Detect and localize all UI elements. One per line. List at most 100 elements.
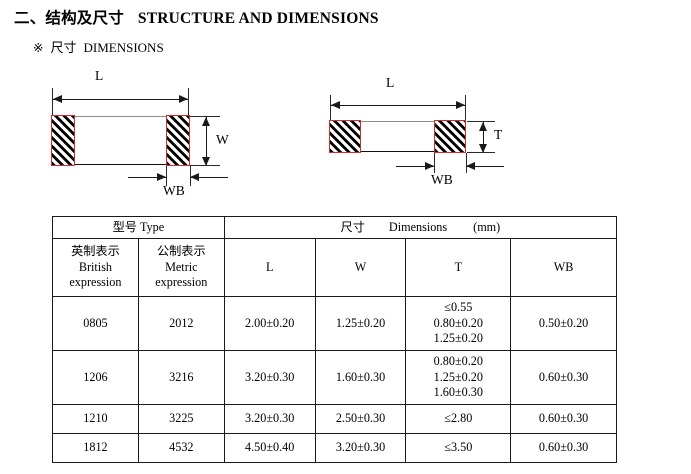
cell-width: 2.50±0.30	[314, 404, 407, 434]
cell-thickness: 0.80±0.20 1.25±0.20 1.60±0.30	[405, 350, 512, 405]
cell-british: 1206	[52, 350, 139, 405]
dim-label-WB-side: WB	[431, 172, 453, 187]
cell-metric: 3225	[137, 404, 225, 434]
header-column-T: T	[405, 238, 512, 297]
sub-heading-en: DIMENSIONS	[83, 40, 164, 55]
table-row: 1206 3216 3.20±0.30 1.60±0.30 0.80±0.20 …	[52, 350, 617, 405]
cell-metric: 3216	[137, 350, 225, 405]
cell-thickness-line: ≤0.55	[444, 300, 473, 315]
cell-thickness-line: 1.25±0.20	[433, 369, 483, 384]
header-metric-expression: 公制表示 Metric expression	[137, 238, 225, 297]
cell-band-width: 0.50±0.20	[510, 296, 617, 351]
header-british-en1: British	[78, 259, 113, 274]
terminal-pad-left-top-view	[51, 115, 75, 166]
ext-line-top-T	[467, 121, 495, 122]
ext-line-left-L-side	[330, 95, 331, 121]
table-row: 0805 2012 2.00±0.20 1.25±0.20 ≤0.55 0.80…	[52, 296, 617, 351]
table-row: 1812 4532 4.50±0.40 3.20±0.30 ≤3.50 0.60…	[52, 433, 617, 463]
header-british-cn: 英制表示	[71, 244, 120, 259]
cell-thickness-line: 0.80±0.20	[433, 315, 483, 330]
dim-line-T	[483, 122, 484, 152]
header-column-WB: WB	[510, 238, 617, 297]
dim-arrow-T-up	[479, 122, 487, 131]
header-british-expression: 英制表示 British expression	[52, 238, 139, 297]
cell-length: 3.20±0.30	[223, 350, 316, 405]
section-heading-cn: 二、结构及尺寸	[14, 10, 124, 27]
cell-british: 1210	[52, 404, 139, 434]
dim-arrow-L-left-top	[53, 95, 62, 103]
sub-heading: ※ 尺寸 DIMENSIONS	[33, 37, 164, 56]
dim-line-WB-left-side	[396, 166, 434, 167]
cell-length: 4.50±0.40	[223, 433, 316, 463]
terminal-pad-right-side-view	[434, 120, 466, 153]
cell-width: 1.25±0.20	[314, 296, 407, 351]
dim-line-L-side	[331, 105, 465, 106]
ext-line-left-WB-top	[166, 166, 167, 186]
cell-thickness-line: 1.25±0.20	[433, 331, 483, 346]
header-metric-en1: Metric	[165, 259, 198, 274]
header-dimensions-group: 尺寸 Dimensions (mm)	[223, 216, 618, 239]
terminal-pad-left-side-view	[329, 120, 361, 153]
dim-arrow-L-left-side	[331, 101, 340, 109]
header-dimensions-en: Dimensions	[388, 219, 448, 234]
cell-thickness-line: 0.80±0.20	[433, 354, 483, 369]
ext-line-top-W	[190, 116, 220, 117]
cell-width: 3.20±0.30	[314, 433, 407, 463]
header-dimensions-unit: (mm)	[473, 219, 501, 234]
sub-heading-cn: 尺寸	[50, 40, 77, 55]
header-column-W: W	[314, 238, 407, 297]
cell-thickness-line: 1.60±0.30	[433, 385, 483, 400]
ext-line-right-L-side	[465, 95, 466, 121]
cell-thickness: ≤2.80	[405, 404, 512, 434]
cell-length: 2.00±0.20	[223, 296, 316, 351]
dim-line-WB-right-top	[190, 177, 228, 178]
cell-width: 1.60±0.30	[314, 350, 407, 405]
cell-metric: 2012	[137, 296, 225, 351]
cell-thickness: ≤0.55 0.80±0.20 1.25±0.20	[405, 296, 512, 351]
dim-line-W	[206, 117, 207, 165]
dim-line-WB-right-side	[466, 166, 504, 167]
dim-line-L-top	[53, 99, 188, 100]
header-british-en2: expression	[69, 275, 122, 290]
cell-band-width: 0.60±0.30	[510, 404, 617, 434]
ext-line-right-L-top	[188, 88, 189, 116]
cell-band-width: 0.60±0.30	[510, 433, 617, 463]
cell-metric: 4532	[137, 433, 225, 463]
dim-arrow-W-up	[202, 117, 210, 126]
header-metric-en2: expression	[155, 275, 208, 290]
table-header-sub-row: 英制表示 British expression 公制表示 Metric expr…	[52, 238, 617, 297]
dim-arrow-WB-inright-top	[190, 173, 199, 181]
reference-mark-icon: ※	[33, 41, 44, 55]
header-type-group: 型号 Type	[52, 216, 225, 239]
dim-arrow-T-down	[479, 144, 487, 153]
cell-thickness: ≤3.50	[405, 433, 512, 463]
terminal-pad-right-top-view	[166, 115, 190, 166]
dim-line-WB-left-top	[128, 177, 166, 178]
cell-band-width: 0.60±0.30	[510, 350, 617, 405]
dim-arrow-WB-inleft-side	[425, 162, 434, 170]
dim-label-T: T	[494, 127, 503, 142]
dim-arrow-WB-inleft-top	[157, 173, 166, 181]
ext-line-left-L-top	[52, 88, 53, 116]
header-column-L: L	[223, 238, 316, 297]
dim-label-L-side: L	[386, 75, 395, 90]
dim-arrow-L-right-side	[456, 101, 465, 109]
dim-arrow-WB-inright-side	[466, 162, 475, 170]
header-dimensions-cn: 尺寸	[340, 219, 365, 234]
section-heading-en: STRUCTURE AND DIMENSIONS	[137, 10, 379, 27]
dim-label-W: W	[216, 132, 229, 147]
cell-british: 0805	[52, 296, 139, 351]
table-header-group-row: 型号 Type 尺寸 Dimensions (mm)	[52, 216, 618, 239]
dim-label-WB-top: WB	[163, 183, 185, 198]
dim-arrow-W-down	[202, 157, 210, 166]
header-metric-cn: 公制表示	[156, 244, 206, 259]
dimensions-table: 型号 Type 尺寸 Dimensions (mm) 英制表示 British ex…	[52, 216, 618, 463]
section-heading: 二、结构及尺寸 STRUCTURE AND DIMENSIONS	[14, 6, 379, 28]
ext-line-left-WB-side	[434, 153, 435, 173]
table-row: 1210 3225 3.20±0.30 2.50±0.30 ≤2.80 0.60…	[52, 404, 617, 434]
dim-arrow-L-right-top	[179, 95, 188, 103]
dim-label-L-top: L	[95, 68, 104, 83]
cell-length: 3.20±0.30	[223, 404, 316, 434]
cell-british: 1812	[52, 433, 139, 463]
